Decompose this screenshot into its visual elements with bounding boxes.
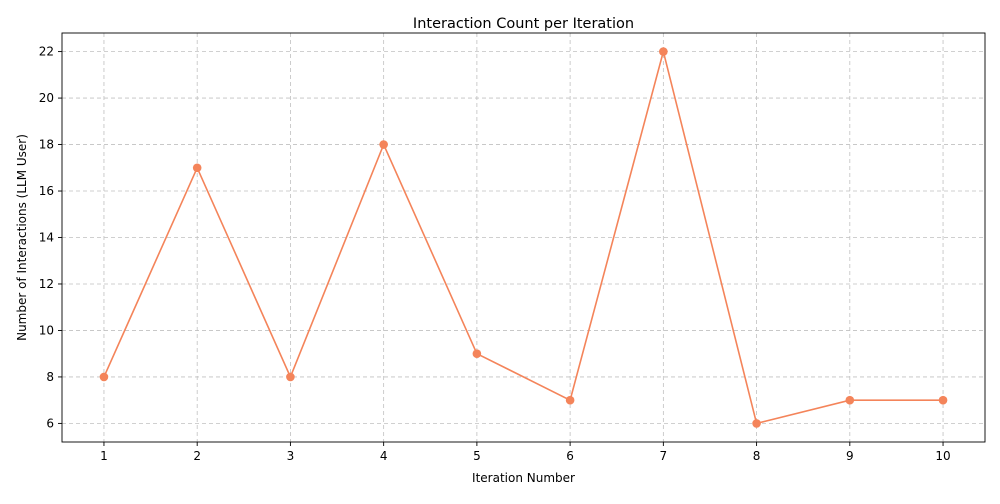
data-point <box>659 47 668 56</box>
y-tick-label: 6 <box>46 416 54 430</box>
y-axis-label: Number of Interactions (LLM User) <box>15 134 29 341</box>
series-layer <box>99 47 948 428</box>
data-point <box>379 140 388 149</box>
y-tick-label: 8 <box>46 370 54 384</box>
chart-title: Interaction Count per Iteration <box>413 16 634 32</box>
data-point <box>99 372 109 382</box>
grid <box>62 33 985 442</box>
y-tick-label: 16 <box>39 184 54 198</box>
y-tick-label: 14 <box>39 231 54 245</box>
x-tick-label: 2 <box>193 449 201 463</box>
x-tick-label: 3 <box>287 449 295 463</box>
data-point <box>565 395 575 405</box>
data-point <box>752 419 761 428</box>
y-tick-label: 10 <box>39 323 54 337</box>
x-tick-label: 6 <box>566 449 574 463</box>
y-tick-label: 22 <box>39 45 54 59</box>
x-axis-label: Iteration Number <box>472 471 575 485</box>
data-point <box>845 395 855 405</box>
x-tick-label: 1 <box>100 449 108 463</box>
data-point <box>286 372 295 382</box>
x-tick-label: 8 <box>753 449 761 463</box>
x-tick-label: 5 <box>473 449 481 463</box>
y-tick-label: 18 <box>39 138 54 152</box>
plot-frame <box>61 32 986 443</box>
x-tick-label: 10 <box>935 449 950 463</box>
data-point <box>192 163 202 173</box>
y-tick-label: 20 <box>39 91 54 105</box>
x-tick-label: 9 <box>846 449 854 463</box>
x-tick-label: 7 <box>660 449 668 463</box>
data-point <box>472 349 482 358</box>
x-tick-label: 4 <box>380 449 388 463</box>
series-line <box>103 48 944 425</box>
data-point <box>938 395 948 405</box>
y-tick-label: 12 <box>39 277 54 291</box>
